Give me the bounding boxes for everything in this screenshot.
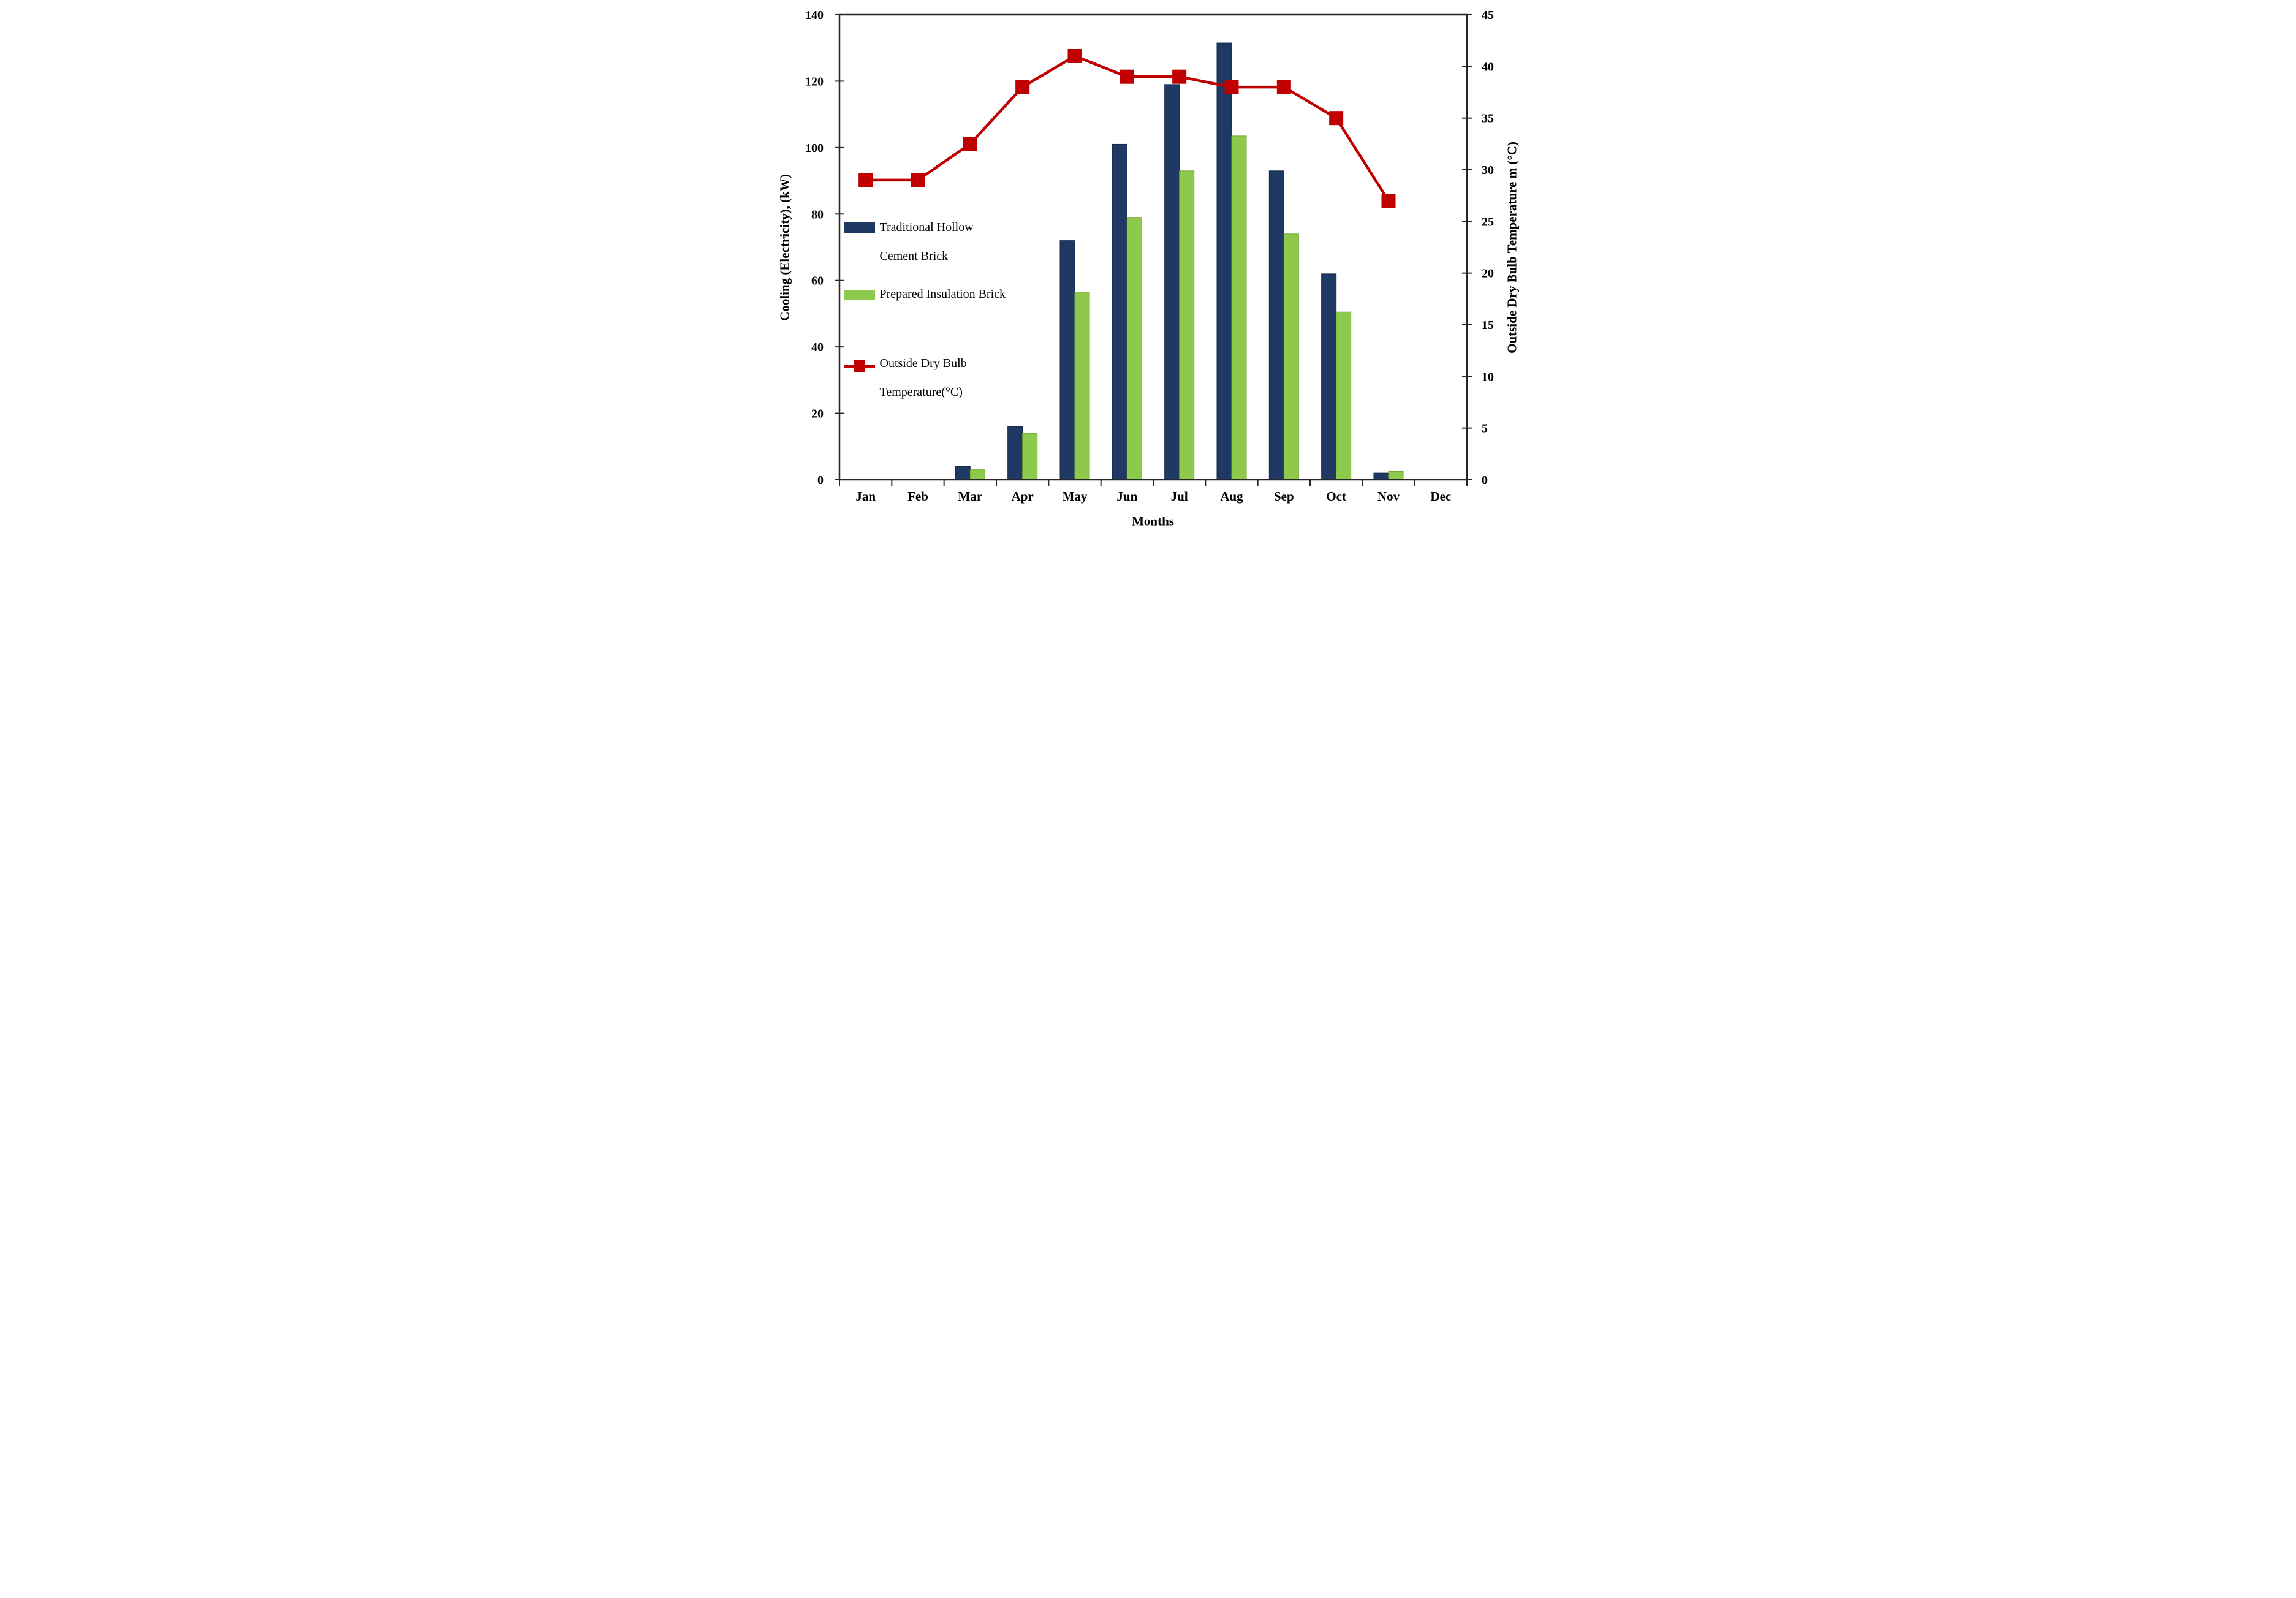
- bar-traditional-Nov: [1373, 472, 1389, 480]
- bar-insulation-Apr: [1021, 433, 1037, 480]
- temperature-marker-Jun: [1120, 69, 1134, 84]
- x-tick-label-Feb: Feb: [907, 489, 928, 504]
- y-right-axis-title: Outside Dry Bulb Temperature m (°C): [1504, 142, 1519, 354]
- y-left-tick-label: 0: [817, 474, 824, 487]
- bar-traditional-Oct: [1320, 273, 1336, 480]
- y-left-tick-label: 100: [805, 142, 824, 155]
- x-tick-label-Apr: Apr: [1011, 489, 1033, 504]
- temperature-marker-Oct: [1328, 111, 1343, 126]
- temperature-marker-May: [1067, 48, 1082, 63]
- temperature-marker-Jan: [858, 173, 873, 187]
- x-tick-label-Jul: Jul: [1170, 489, 1188, 504]
- y-left-tick-label: 60: [811, 275, 824, 288]
- bar-traditional-Jun: [1112, 143, 1127, 480]
- y-left-tick-label: 40: [811, 341, 824, 354]
- bar-insulation-Sep: [1283, 233, 1299, 480]
- temperature-marker-Feb: [911, 173, 925, 187]
- bar-insulation-Jul: [1178, 170, 1194, 480]
- bar-insulation-Jun: [1126, 217, 1142, 480]
- bar-traditional-May: [1059, 240, 1075, 480]
- bar-insulation-Mar: [969, 469, 985, 480]
- temperature-marker-Sep: [1276, 80, 1291, 94]
- y-right-tick-label: 20: [1482, 267, 1494, 281]
- y-right-tick-label: 15: [1482, 319, 1494, 332]
- temperature-marker-Apr: [1015, 80, 1029, 94]
- temperature-marker-Mar: [963, 137, 977, 151]
- x-tick-label-Oct: Oct: [1326, 489, 1346, 504]
- y-right-tick-label: 10: [1482, 370, 1494, 384]
- x-tick-label-Jun: Jun: [1116, 489, 1137, 504]
- x-tick-label-Mar: Mar: [958, 489, 982, 504]
- temperature-marker-Nov: [1381, 194, 1395, 208]
- y-left-tick-label: 120: [805, 75, 824, 88]
- bar-insulation-Oct: [1335, 311, 1351, 480]
- x-tick-label-Aug: Aug: [1220, 489, 1243, 504]
- chart-canvas: 0 20 40 60 80 100 120 140 0 5 10 15 20 25 30 35 40 45 Jan F…: [805, 9, 1494, 504]
- x-tick-label-Sep: Sep: [1273, 489, 1294, 504]
- y-left-tick-label: 80: [811, 208, 824, 221]
- temperature-marker-Aug: [1224, 80, 1238, 94]
- bar-traditional-Sep: [1268, 170, 1284, 480]
- y-right-tick-label: 5: [1482, 422, 1488, 436]
- bar-insulation-May: [1074, 292, 1089, 480]
- x-tick-label-Jan: Jan: [855, 489, 876, 504]
- y-right-tick-label: 40: [1482, 60, 1494, 74]
- figure: 0 20 40 60 80 100 120 140 0 5 10 15 20 25 30 35 40 45 Jan F…: [765, 0, 1531, 533]
- y-right-tick-label: 35: [1482, 112, 1494, 126]
- y-left-tick-label: 140: [805, 9, 824, 22]
- plot-frame: [838, 13, 1468, 481]
- y-right-tick-label: 0: [1482, 474, 1488, 487]
- bar-traditional-Apr: [1007, 426, 1023, 480]
- bar-traditional-Jul: [1164, 84, 1180, 480]
- bar-traditional-Aug: [1216, 42, 1232, 480]
- bar-insulation-Aug: [1231, 135, 1246, 480]
- x-tick-label-Dec: Dec: [1430, 489, 1451, 504]
- y-left-axis-title: Cooling (Electricity), (kW): [777, 174, 792, 321]
- bar-insulation-Nov: [1388, 471, 1403, 480]
- temperature-marker-Jul: [1172, 69, 1186, 84]
- bar-traditional-Mar: [955, 466, 971, 480]
- x-tick-label-Nov: Nov: [1377, 489, 1400, 504]
- x-axis-title: Months: [1132, 513, 1174, 529]
- y-right-tick-label: 30: [1482, 164, 1494, 177]
- y-right-tick-label: 45: [1482, 9, 1494, 22]
- y-right-tick-label: 25: [1482, 215, 1494, 229]
- y-left-tick-label: 20: [811, 407, 824, 421]
- x-tick-label-May: May: [1062, 489, 1087, 504]
